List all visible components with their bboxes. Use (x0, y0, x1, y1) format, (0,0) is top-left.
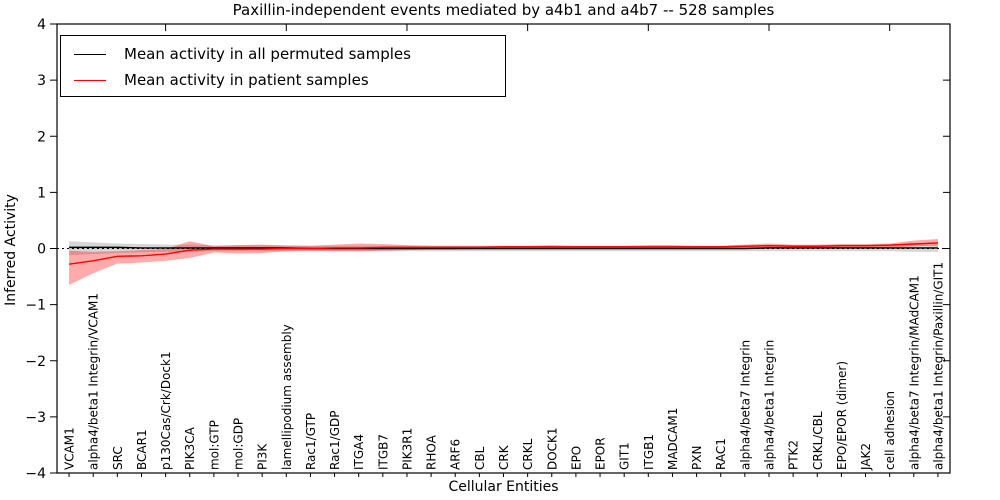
legend-box: Mean activity in all permuted samples Me… (60, 35, 506, 97)
x-category-label: RHOA (425, 434, 439, 470)
y-tick-label: −4 (25, 466, 46, 482)
y-tick-label: 1 (37, 185, 46, 201)
x-category-label: p130Cas/Crk/Dock1 (159, 351, 173, 470)
x-category-label: ITGB1 (642, 434, 656, 470)
x-category-label: PIK3CA (183, 426, 197, 470)
legend-entry-patient: Mean activity in patient samples (61, 67, 505, 93)
x-category-label: EPO/EPOR (dimer) (835, 361, 849, 470)
x-category-label: JAK2 (859, 443, 873, 471)
y-tick-label: −2 (25, 354, 46, 370)
patient-confidence-band (69, 238, 938, 285)
x-category-label: GIT1 (618, 442, 632, 470)
permuted-line-swatch (74, 53, 106, 55)
x-category-label: PIK3R1 (400, 428, 414, 470)
x-category-label: SRC (111, 446, 125, 470)
x-category-label: PI3K (256, 443, 270, 470)
legend-label-permuted: Mean activity in all permuted samples (124, 45, 411, 63)
permuted-mean-line (69, 246, 938, 250)
x-category-label: Rac1/GDP (328, 411, 342, 470)
x-category-label: EPO (569, 446, 583, 470)
x-category-label: lamellipodium assembly (280, 324, 294, 470)
x-category-label: DOCK1 (545, 427, 559, 470)
x-category-label: mol:GDP (232, 418, 246, 470)
plot-frame (56, 23, 951, 474)
x-category-label: RAC1 (714, 438, 728, 470)
x-category-label: CRKL/CBL (811, 411, 825, 470)
patient-line-swatch (74, 79, 106, 81)
x-category-label: MADCAM1 (666, 408, 680, 470)
x-category-label: alpha4/beta1 Integrin/VCAM1 (87, 293, 101, 470)
x-category-label: ITGA4 (352, 434, 366, 470)
x-category-label: CBL (473, 446, 487, 470)
y-tick-label: 0 (37, 242, 46, 258)
y-tick-label: 3 (37, 73, 46, 89)
x-category-label: mol:GTP (207, 420, 221, 470)
y-tick-label: −3 (25, 410, 46, 426)
x-category-label: Rac1/GTP (304, 413, 318, 470)
chart-title: Paxillin-independent events mediated by … (232, 1, 775, 19)
x-category-label: ARF6 (449, 439, 463, 470)
x-category-label: PXN (690, 446, 704, 470)
x-category-label: alpha4/beta1 Integrin (762, 340, 776, 470)
x-category-label: alpha4/beta1 Integrin/Paxillin/GIT1 (931, 262, 945, 470)
x-category-label: alpha4/beta7 Integrin/MAdCAM1 (907, 275, 921, 470)
x-category-label: PTK2 (787, 440, 801, 470)
x-category-label: VCAM1 (63, 427, 77, 470)
y-tick-label: −1 (25, 298, 46, 314)
legend-entry-permuted: Mean activity in all permuted samples (61, 41, 505, 67)
x-category-label: ITGB7 (376, 434, 390, 470)
x-category-label: CRKL (521, 438, 535, 470)
x-category-label: cell adhesion (883, 391, 897, 470)
x-category-label: CRK (497, 444, 511, 470)
x-category-label: BCAR1 (135, 429, 149, 470)
patient-mean-line (68, 242, 938, 265)
y-axis-label: Inferred Activity (3, 194, 19, 306)
x-axis-label: Cellular Entities (448, 479, 559, 495)
legend-label-patient: Mean activity in patient samples (124, 71, 369, 89)
x-category-label: EPOR (594, 437, 608, 470)
y-tick-label: 4 (37, 17, 46, 33)
x-category-label: alpha4/beta7 Integrin (738, 340, 752, 470)
y-tick-label: 2 (37, 129, 46, 145)
